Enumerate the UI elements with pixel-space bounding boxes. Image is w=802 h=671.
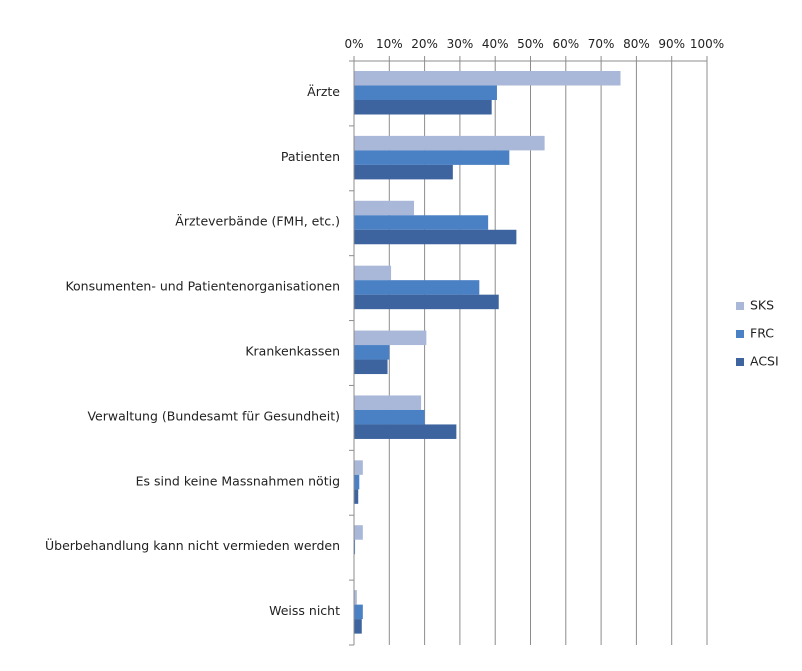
category-label: Überbehandlung kann nicht vermieden werd… <box>45 537 340 553</box>
bar-acsi <box>354 164 453 180</box>
legend-swatch-frc <box>736 330 744 338</box>
bar-sks <box>354 525 363 540</box>
x-tick-label: 30% <box>447 37 474 51</box>
bars <box>354 71 621 634</box>
bar-acsi <box>354 229 517 245</box>
category-label: Es sind keine Massnahmen nötig <box>136 473 340 488</box>
category-label: Krankenkassen <box>245 344 340 359</box>
legend: SKS FRC ACSI <box>736 298 779 369</box>
x-tick-label: 20% <box>411 37 438 51</box>
bar-sks <box>354 590 357 605</box>
legend-label-frc: FRC <box>750 326 774 341</box>
bar-sks <box>354 135 545 151</box>
bar-acsi <box>354 619 362 634</box>
bar-acsi <box>354 424 457 439</box>
bar-frc <box>354 85 497 100</box>
legend-swatch-sks <box>736 302 744 310</box>
category-label: Ärzteverbände (FMH, etc.) <box>175 214 340 229</box>
bar-frc <box>354 604 363 620</box>
bar-frc <box>354 280 480 295</box>
bar-frc <box>354 215 489 230</box>
legend-label-acsi: ACSI <box>750 354 779 369</box>
x-tick-label: 10% <box>376 37 403 51</box>
category-labels: Ärzte Patienten Ärzteverbände (FMH, etc.) K… <box>45 84 340 618</box>
bar-acsi <box>354 100 492 115</box>
bar-sks <box>354 395 422 410</box>
x-tick-label: 80% <box>623 37 650 51</box>
category-label: Weiss nicht <box>269 603 340 618</box>
bar-sks <box>354 330 427 346</box>
bar-sks <box>354 460 363 475</box>
x-tick-label: 90% <box>658 37 685 51</box>
legend-label-sks: SKS <box>750 298 774 313</box>
x-axis-tick-labels: 0% 10% 20% 30% 40% 50% 60% 70% 80% 90% 100% <box>344 37 724 51</box>
x-tick-label: 60% <box>552 37 579 51</box>
bar-acsi <box>354 359 388 375</box>
x-tick-label: 0% <box>344 37 363 51</box>
category-label: Patienten <box>281 149 340 164</box>
bar-frc <box>354 539 356 555</box>
bar-frc <box>354 474 360 490</box>
bar-sks <box>354 265 392 281</box>
x-tick-label: 40% <box>482 37 509 51</box>
bar-sks <box>354 200 415 216</box>
category-label: Verwaltung (Bundesamt für Gesundheit) <box>87 408 340 423</box>
bar-acsi <box>354 294 499 310</box>
legend-swatch-acsi <box>736 358 744 366</box>
category-axis <box>349 60 355 646</box>
x-tick-label: 70% <box>588 37 615 51</box>
bar-frc <box>354 409 425 425</box>
bar-sks <box>354 71 621 86</box>
bar-acsi <box>354 489 359 504</box>
bar-frc <box>354 345 390 360</box>
category-label: Ärzte <box>307 84 340 99</box>
bar-frc <box>354 150 510 165</box>
category-label: Konsumenten- und Patientenorganisationen <box>65 279 340 294</box>
x-tick-label: 50% <box>517 37 544 51</box>
x-tick-label: 100% <box>690 37 724 51</box>
